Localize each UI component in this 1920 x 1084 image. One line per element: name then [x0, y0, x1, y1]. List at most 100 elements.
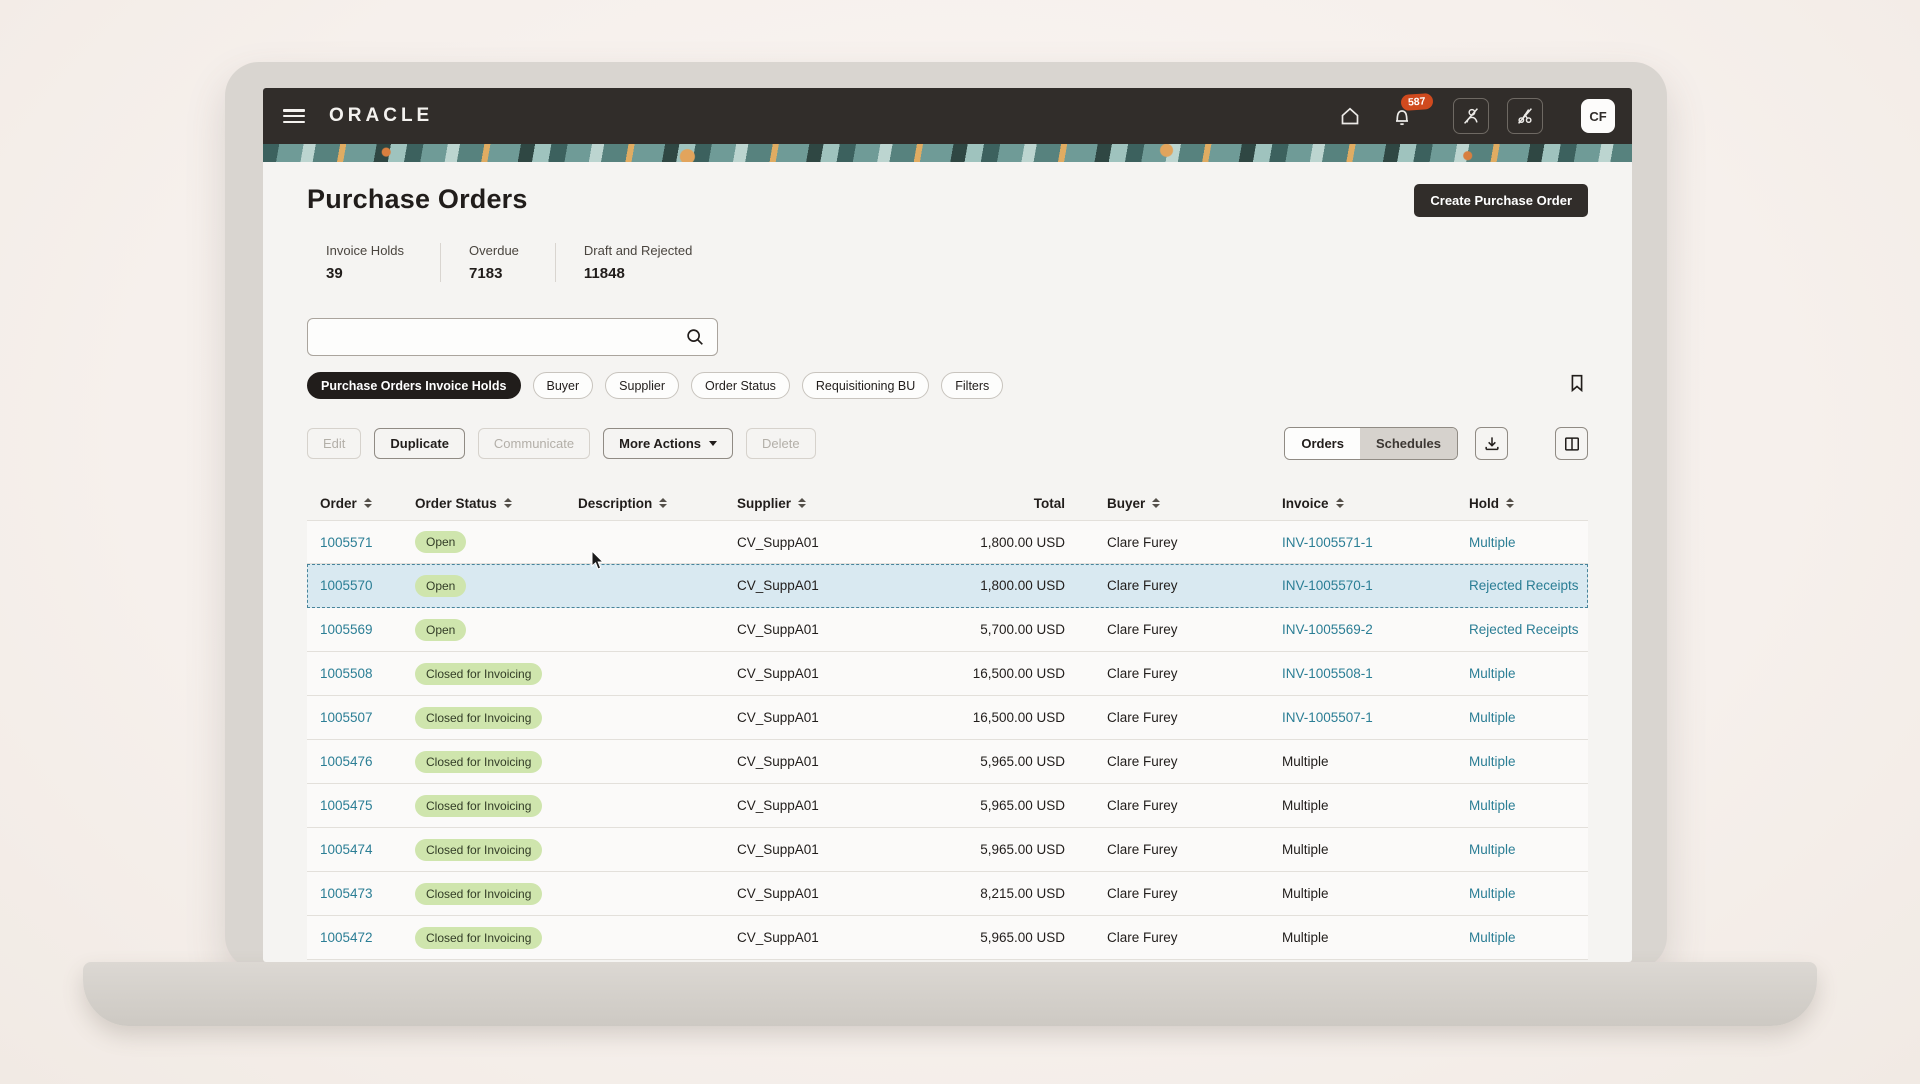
sort-icon[interactable] — [363, 498, 372, 508]
hold-link[interactable]: Multiple — [1469, 842, 1516, 857]
user-avatar[interactable]: CF — [1581, 99, 1615, 133]
segment-orders[interactable]: Orders — [1285, 428, 1360, 459]
total-cell: 16,500.00 USD — [972, 666, 1065, 681]
filter-chip[interactable]: Supplier — [605, 372, 680, 399]
invoice-cell: Multiple — [1282, 886, 1329, 901]
status-badge: Open — [415, 618, 467, 641]
menu-icon[interactable] — [283, 109, 305, 123]
column-header-hold[interactable]: Hold — [1456, 496, 1588, 511]
tools-disabled-icon[interactable] — [1507, 98, 1543, 134]
person-disabled-icon[interactable] — [1453, 98, 1489, 134]
create-purchase-order-button[interactable]: Create Purchase Order — [1414, 184, 1588, 217]
supplier-cell: CV_SuppA01 — [737, 886, 819, 901]
column-header-buyer[interactable]: Buyer — [1065, 496, 1269, 511]
home-icon[interactable] — [1335, 101, 1365, 131]
invoice-link[interactable]: INV-1005570-1 — [1282, 578, 1373, 593]
download-icon[interactable] — [1475, 427, 1508, 460]
buyer-cell: Clare Furey — [1107, 666, 1178, 681]
delete-button: Delete — [745, 428, 816, 459]
stat-value: 11848 — [583, 265, 625, 282]
filter-chip[interactable]: Order Status — [691, 372, 790, 399]
more-actions-button[interactable]: More Actions — [603, 428, 733, 459]
column-header-supplier[interactable]: Supplier — [724, 496, 850, 511]
order-link[interactable]: 1005474 — [320, 842, 373, 857]
table-row[interactable]: 1005475 Closed for Invoicing CV_SuppA01 … — [307, 784, 1588, 828]
sort-icon[interactable] — [798, 498, 807, 508]
table-row[interactable]: 1005473 Closed for Invoicing CV_SuppA01 … — [307, 872, 1588, 916]
total-cell: 5,965.00 USD — [980, 842, 1065, 857]
status-badge: Closed for Invoicing — [415, 662, 543, 685]
invoice-link[interactable]: INV-1005507-1 — [1282, 710, 1373, 725]
filter-chip[interactable]: Buyer — [532, 372, 594, 399]
column-header-invoice[interactable]: Invoice — [1269, 496, 1456, 511]
invoice-cell: Multiple — [1282, 754, 1329, 769]
order-link[interactable]: 1005473 — [320, 886, 373, 901]
sort-icon[interactable] — [659, 498, 668, 508]
sort-icon[interactable] — [1335, 498, 1344, 508]
hold-link[interactable]: Rejected Receipts — [1469, 622, 1579, 637]
hold-link[interactable]: Multiple — [1469, 886, 1516, 901]
order-link[interactable]: 1005570 — [320, 578, 373, 593]
segment-schedules[interactable]: Schedules — [1359, 428, 1457, 459]
invoice-link[interactable]: INV-1005569-2 — [1282, 622, 1373, 637]
order-link[interactable]: 1005508 — [320, 666, 373, 681]
invoice-link[interactable]: INV-1005571-1 — [1282, 534, 1373, 550]
table-row[interactable]: 1005474 Closed for Invoicing CV_SuppA01 … — [307, 828, 1588, 872]
status-badge: Closed for Invoicing — [415, 750, 543, 773]
column-header-order[interactable]: Order — [307, 496, 402, 511]
column-header-status[interactable]: Order Status — [402, 496, 565, 511]
order-link[interactable]: 1005475 — [320, 798, 373, 813]
search-icon[interactable] — [684, 326, 706, 353]
sort-icon[interactable] — [1152, 498, 1161, 508]
filter-chip[interactable]: Filters — [941, 372, 1004, 399]
table-row[interactable]: 1005508 Closed for Invoicing CV_SuppA01 … — [307, 652, 1588, 696]
column-header-desc[interactable]: Description — [565, 496, 724, 511]
status-badge: Closed for Invoicing — [415, 926, 543, 949]
filter-chip[interactable]: Purchase Orders Invoice Holds — [307, 372, 521, 399]
buyer-cell: Clare Furey — [1107, 798, 1178, 813]
table-row[interactable]: 1005570 Open CV_SuppA01 1,800.00 USD Cla… — [307, 564, 1588, 608]
order-link[interactable]: 1005571 — [320, 534, 373, 550]
buyer-cell: Clare Furey — [1107, 754, 1178, 769]
order-link[interactable]: 1005507 — [320, 710, 373, 725]
table-row[interactable]: 1005569 Open CV_SuppA01 5,700.00 USD Cla… — [307, 608, 1588, 652]
hold-link[interactable]: Multiple — [1469, 930, 1516, 945]
sort-icon[interactable] — [503, 498, 512, 508]
stat-item: Overdue 7183 — [440, 243, 555, 282]
hold-link[interactable]: Multiple — [1469, 754, 1516, 769]
order-link[interactable]: 1005472 — [320, 930, 373, 945]
table-row[interactable]: 1005476 Closed for Invoicing CV_SuppA01 … — [307, 740, 1588, 784]
table-row[interactable]: 1005571 Open CV_SuppA01 1,800.00 USD Cla… — [307, 520, 1588, 564]
hold-link[interactable]: Multiple — [1469, 710, 1516, 725]
stat-label: Overdue — [469, 243, 519, 258]
order-link[interactable]: 1005569 — [320, 622, 373, 637]
hold-link[interactable]: Multiple — [1469, 798, 1516, 813]
notifications-bell-icon[interactable]: 587 — [1387, 92, 1434, 131]
invoice-link[interactable]: INV-1005508-1 — [1282, 666, 1373, 681]
sort-icon[interactable] — [1506, 498, 1514, 508]
column-header-total: Total — [1033, 495, 1065, 511]
search-input[interactable] — [307, 318, 718, 356]
columns-icon[interactable] — [1555, 427, 1588, 460]
buyer-cell: Clare Furey — [1107, 842, 1178, 857]
duplicate-button[interactable]: Duplicate — [374, 428, 465, 459]
stat-item: Invoice Holds 39 — [326, 243, 440, 282]
filter-chips-row: Purchase Orders Invoice Holds Buyer Suppli… — [307, 372, 1588, 399]
filter-chip[interactable]: Requisitioning BU — [801, 372, 930, 399]
total-cell: 5,965.00 USD — [980, 930, 1065, 945]
hold-link[interactable]: Rejected Receipts — [1469, 578, 1579, 593]
total-cell: 5,700.00 USD — [980, 622, 1065, 637]
order-link[interactable]: 1005476 — [320, 754, 373, 769]
supplier-cell: CV_SuppA01 — [737, 842, 819, 857]
table-row[interactable]: 1005472 Closed for Invoicing CV_SuppA01 … — [307, 916, 1588, 960]
hold-link[interactable]: Multiple — [1469, 666, 1516, 681]
supplier-cell: CV_SuppA01 — [737, 622, 819, 637]
stat-item: Draft and Rejected 11848 — [554, 243, 728, 282]
bookmark-icon[interactable] — [1566, 372, 1588, 399]
buyer-cell: Clare Furey — [1107, 710, 1178, 725]
app-screen: ORACLE 587 CF Purchase Orders Create Pur… — [263, 88, 1632, 962]
hold-link[interactable]: Multiple — [1469, 534, 1516, 550]
invoice-cell: Multiple — [1282, 798, 1329, 813]
total-cell: 5,965.00 USD — [980, 798, 1065, 813]
table-row[interactable]: 1005507 Closed for Invoicing CV_SuppA01 … — [307, 696, 1588, 740]
